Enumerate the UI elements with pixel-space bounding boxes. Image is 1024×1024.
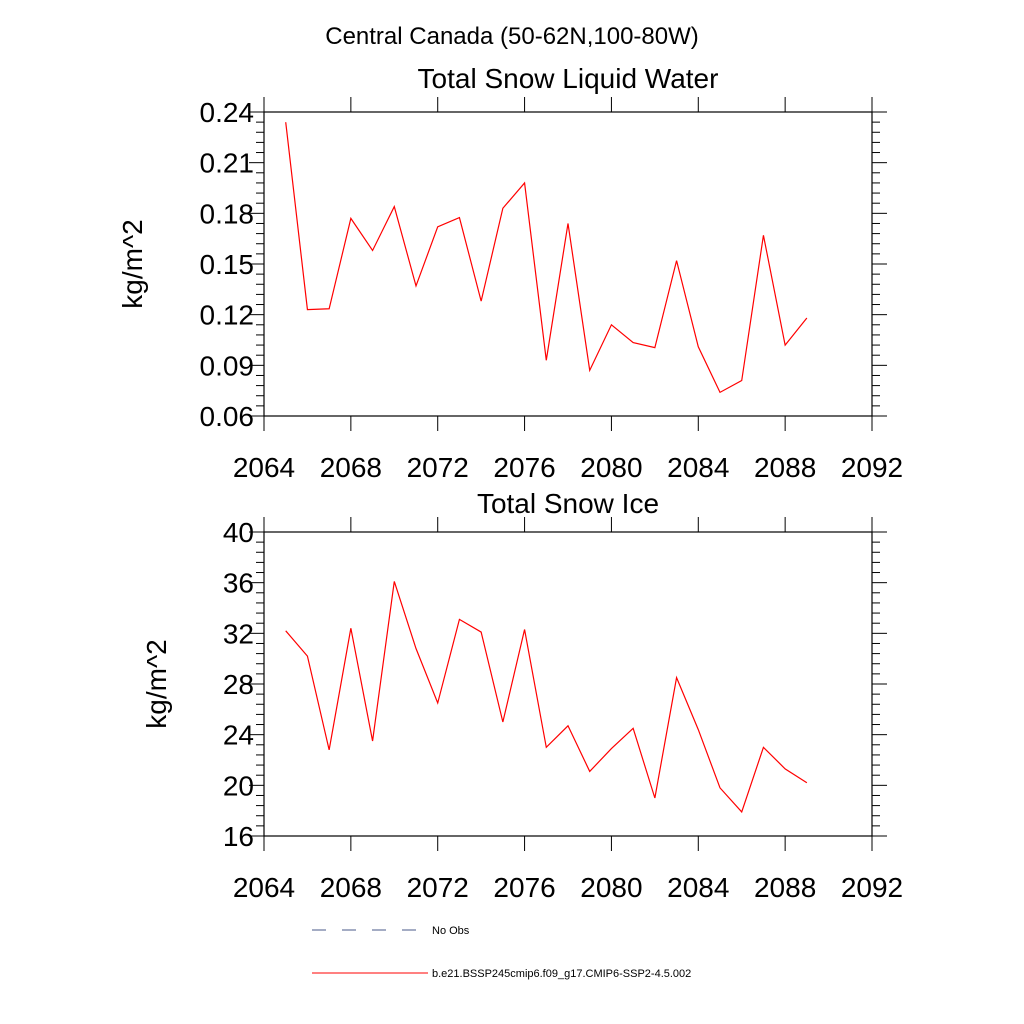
x-tick-label-snow-ice: 2068	[320, 872, 382, 903]
y-tick-label-snow-liquid-water: 0.21	[200, 148, 255, 179]
x-tick-label-snow-liquid-water: 2068	[320, 452, 382, 483]
panel-snow-liquid-water: Total Snow Liquid Water kg/m^2 2064 2068 2…	[117, 63, 903, 483]
y-tick-label-snow-ice: 40	[223, 517, 254, 548]
x-tick-label-snow-liquid-water: 2088	[754, 452, 816, 483]
y-axis-title-snow-ice: kg/m^2	[141, 639, 172, 728]
x-tick-label-snow-ice: 2080	[580, 872, 642, 903]
y-tick-label-snow-liquid-water: 0.18	[200, 198, 255, 229]
x-tick-label-snow-ice: 2076	[493, 872, 555, 903]
x-tick-label-snow-liquid-water: 2080	[580, 452, 642, 483]
x-tick-label-snow-ice: 2064	[233, 872, 295, 903]
y-tick-label-snow-liquid-water: 0.06	[200, 401, 255, 432]
series-line-snow-ice	[285, 581, 808, 814]
x-tick-label-snow-liquid-water: 2084	[667, 452, 729, 483]
y-tick-label-snow-ice: 24	[223, 720, 254, 751]
x-tick-label-snow-liquid-water: 2072	[407, 452, 469, 483]
main-title: Central Canada (50-62N,100-80W)	[325, 23, 699, 50]
x-tick-label-snow-liquid-water: 2064	[233, 452, 295, 483]
y-tick-label-snow-liquid-water: 0.12	[200, 300, 255, 331]
y-tick-label-snow-ice: 16	[223, 821, 254, 852]
y-tick-label-snow-ice: 20	[223, 770, 254, 801]
x-tick-label-snow-ice: 2092	[841, 872, 903, 903]
plot-frame-snow-liquid-water	[263, 111, 873, 417]
x-tick-label-snow-ice: 2072	[407, 872, 469, 903]
panel-snow-ice: Total Snow Ice kg/m^2 2064 2068 2072 2076 20…	[141, 488, 903, 903]
x-tick-label-snow-liquid-water: 2092	[841, 452, 903, 483]
y-tick-label-snow-liquid-water: 0.15	[200, 249, 255, 280]
series-line-snow-liquid-water	[285, 122, 808, 394]
y-tick-label-snow-ice: 28	[223, 669, 254, 700]
x-tick-label-snow-ice: 2088	[754, 872, 816, 903]
legend-label-no-obs: No Obs	[432, 925, 470, 937]
y-axis-title-snow-liquid-water: kg/m^2	[117, 219, 148, 308]
legend: No Obs b.e21.BSSP245cmip6.f09_g17.CMIP6-…	[312, 925, 691, 980]
panel-title-snow-liquid-water: Total Snow Liquid Water	[418, 63, 719, 94]
y-tick-label-snow-ice: 32	[223, 618, 254, 649]
y-tick-label-snow-liquid-water: 0.24	[200, 97, 255, 128]
panel-title-snow-ice: Total Snow Ice	[477, 488, 659, 519]
x-tick-label-snow-ice: 2084	[667, 872, 729, 903]
legend-label-model-run: b.e21.BSSP245cmip6.f09_g17.CMIP6-SSP2-4.…	[432, 968, 691, 980]
y-tick-label-snow-ice: 36	[223, 568, 254, 599]
x-tick-label-snow-liquid-water: 2076	[493, 452, 555, 483]
plot-frame-snow-ice	[263, 531, 873, 837]
y-tick-label-snow-liquid-water: 0.09	[200, 350, 255, 381]
